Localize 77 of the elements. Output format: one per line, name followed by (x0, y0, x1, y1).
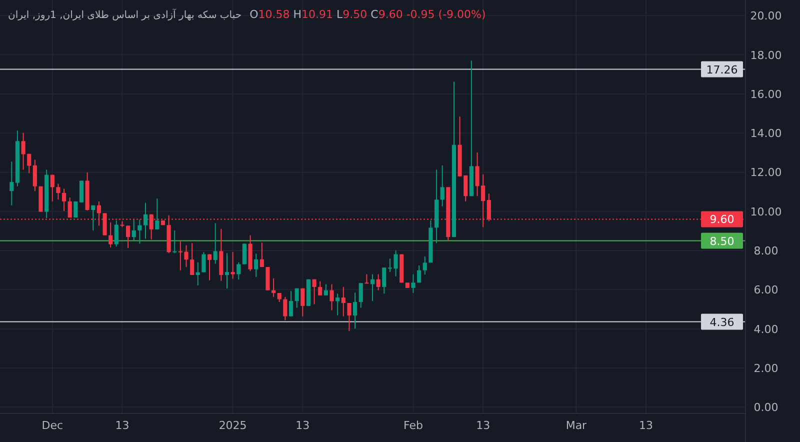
candlestick (224, 252, 230, 290)
candlestick (213, 222, 218, 264)
y-tick-label: 18.00 (750, 48, 782, 62)
candlestick (236, 262, 241, 280)
candlestick (382, 267, 386, 294)
candlestick (56, 183, 60, 200)
candlestick (260, 242, 264, 268)
x-tick-label: Feb (404, 419, 423, 432)
candlestick (21, 132, 26, 170)
candlestick (294, 288, 299, 308)
x-tick-label: 13 (639, 419, 654, 432)
candlestick (219, 228, 224, 282)
candlestick (10, 160, 14, 206)
annotation: O10.58 H10.91 L9.50 C9.60 -0.95 (-9.00%) (250, 8, 486, 21)
candlestick (50, 174, 54, 202)
y-tick-label: 4.00 (754, 322, 778, 336)
x-tick-label: 13 (476, 419, 490, 432)
candlestick (341, 286, 346, 317)
x-tick-label: Mar (566, 419, 588, 432)
candlestick (300, 288, 305, 317)
y-tick-label: 12.00 (750, 166, 782, 180)
candlestick (440, 164, 444, 207)
candlestick (364, 274, 369, 284)
candlestick (417, 264, 422, 284)
candlestick (324, 284, 328, 296)
y-tick-label: 0.00 (754, 401, 778, 414)
y-tick-label: 8.00 (754, 244, 778, 258)
candlestick (32, 159, 37, 192)
candlestick (108, 222, 113, 248)
candlestick (254, 253, 258, 278)
candlestick (190, 242, 194, 276)
x-tick-label: Dec (42, 419, 64, 432)
y-tick-label: 20.00 (750, 10, 782, 23)
candlestick (422, 256, 427, 276)
candlestick (242, 243, 246, 265)
candlestick (370, 274, 375, 302)
y-tick-label: 14.00 (750, 127, 782, 140)
candlestick (376, 274, 380, 291)
text: حباب سکه بهار آزادی بر اساس طلای ایران, 1روز, ایران (8, 8, 242, 21)
y-tick-label: 6.00 (754, 284, 778, 297)
candlestick (114, 220, 118, 247)
candlestick (79, 180, 84, 203)
candlestick (202, 252, 206, 273)
candlestick (91, 204, 96, 231)
candlestick (62, 188, 66, 212)
candlestick (126, 225, 130, 248)
candlestick (283, 296, 288, 321)
candlestick (172, 230, 177, 254)
candlestick (230, 252, 235, 280)
candlestick (288, 290, 294, 317)
candlestick (266, 266, 270, 291)
candlestick (277, 292, 282, 303)
candlestick (312, 278, 316, 305)
ref-line-label: 17.26 (706, 63, 738, 76)
y-tick-label: 16.00 (750, 88, 782, 101)
candlestick (207, 254, 212, 281)
x-tick-label: 2025 (218, 419, 247, 432)
candlestick (138, 219, 142, 244)
ref-line-label: 9.60 (710, 213, 734, 226)
candlestick (358, 282, 363, 308)
ref-line-label: 8.50 (710, 234, 734, 248)
x-tick-label: 13 (296, 419, 310, 432)
candlestick (155, 198, 160, 230)
candlestick (347, 302, 352, 332)
candlestick (330, 284, 334, 311)
candlestick (411, 274, 416, 294)
candlestick (143, 202, 148, 240)
y-tick-label: 10.00 (750, 205, 782, 218)
candlestick (318, 280, 322, 296)
ref-line-label: 4.36 (710, 316, 734, 329)
candlestick (132, 219, 136, 241)
y-tick-label: 2.00 (754, 362, 778, 375)
candlestick (27, 153, 32, 174)
candlestick (353, 292, 358, 330)
x-tick-label: 13 (115, 419, 130, 432)
candlestick (336, 293, 340, 316)
candlestick (74, 200, 78, 218)
